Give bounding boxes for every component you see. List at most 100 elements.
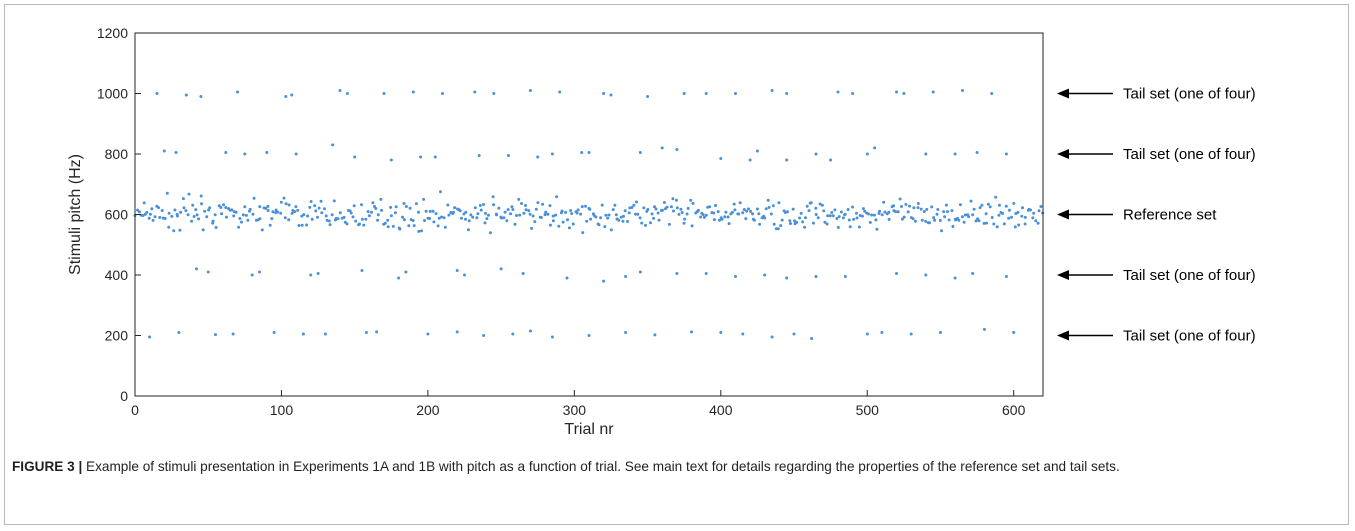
data-point — [544, 210, 548, 214]
data-point — [896, 210, 900, 214]
data-point — [818, 202, 822, 206]
data-point — [301, 332, 305, 336]
annotation-label: Reference set — [1123, 207, 1217, 224]
data-point — [517, 197, 521, 201]
data-point — [1023, 222, 1027, 226]
y-tick-label: 0 — [120, 388, 128, 404]
data-point — [909, 332, 913, 336]
data-point — [603, 225, 607, 229]
data-point — [487, 213, 490, 217]
data-point — [860, 214, 864, 218]
data-point — [342, 215, 346, 219]
data-point — [932, 216, 936, 220]
data-point — [924, 219, 928, 223]
data-point — [621, 219, 625, 223]
data-point — [455, 330, 459, 334]
data-point — [440, 215, 443, 219]
data-point — [704, 92, 708, 95]
data-point — [375, 330, 379, 334]
data-point — [398, 227, 402, 231]
data-point — [646, 208, 650, 211]
data-point — [428, 217, 432, 220]
data-point — [602, 279, 606, 283]
data-point — [1029, 208, 1032, 212]
data-point — [611, 208, 615, 212]
data-point — [463, 273, 466, 277]
data-point — [588, 207, 592, 211]
data-point — [527, 209, 531, 213]
data-point — [389, 214, 393, 218]
data-point — [476, 212, 480, 216]
data-point — [671, 197, 675, 201]
data-point — [287, 218, 291, 222]
data-point — [904, 202, 908, 206]
data-point — [251, 212, 255, 216]
data-point — [938, 219, 942, 222]
data-point — [1012, 201, 1016, 205]
data-point — [843, 275, 847, 278]
data-point — [345, 222, 349, 226]
data-point — [922, 210, 926, 213]
data-point — [788, 219, 792, 223]
data-point — [758, 222, 762, 226]
data-point — [943, 215, 947, 219]
data-point — [407, 224, 411, 228]
data-point — [638, 151, 642, 154]
data-point — [779, 224, 783, 228]
data-point — [646, 95, 650, 98]
data-point — [714, 204, 717, 207]
data-point — [971, 213, 975, 217]
data-point — [865, 332, 869, 336]
data-point — [510, 205, 514, 209]
data-point — [880, 213, 884, 217]
data-point — [745, 209, 749, 213]
data-point — [609, 93, 613, 97]
data-point — [246, 218, 250, 222]
data-point — [499, 267, 503, 271]
data-point — [294, 152, 298, 156]
data-point — [276, 210, 280, 214]
data-point — [220, 212, 224, 216]
data-point — [906, 210, 910, 214]
data-point — [823, 220, 827, 224]
data-point — [622, 214, 625, 218]
data-point — [892, 204, 896, 208]
data-point — [464, 217, 467, 221]
data-point — [654, 207, 658, 211]
data-point — [702, 215, 706, 219]
data-point — [638, 216, 642, 220]
data-point — [551, 219, 555, 223]
data-point — [810, 337, 814, 340]
x-tick-label: 100 — [270, 402, 294, 418]
data-point — [441, 92, 444, 95]
data-point — [241, 213, 245, 217]
data-point — [1021, 206, 1024, 210]
data-point — [172, 229, 176, 233]
data-point — [776, 227, 780, 231]
data-point — [995, 225, 999, 229]
x-axis-label: Trial nr — [564, 421, 614, 438]
arrow-left-icon — [1057, 149, 1069, 159]
data-point — [791, 207, 795, 211]
data-point — [483, 221, 487, 225]
data-point — [920, 218, 924, 222]
data-point — [689, 198, 693, 202]
data-point — [982, 327, 986, 331]
data-point — [662, 201, 666, 204]
y-tick-label: 800 — [105, 146, 129, 162]
data-point — [667, 222, 671, 226]
data-point — [150, 207, 154, 211]
data-point — [600, 203, 604, 207]
data-point — [351, 215, 355, 219]
data-point — [708, 205, 712, 209]
data-point — [243, 205, 247, 209]
data-point — [748, 158, 752, 162]
data-point — [683, 217, 687, 221]
data-point — [521, 272, 525, 275]
data-point — [214, 226, 218, 229]
data-point — [978, 206, 982, 210]
data-point — [972, 207, 976, 211]
data-point — [294, 205, 298, 209]
data-point — [704, 272, 708, 275]
data-point — [417, 210, 420, 214]
